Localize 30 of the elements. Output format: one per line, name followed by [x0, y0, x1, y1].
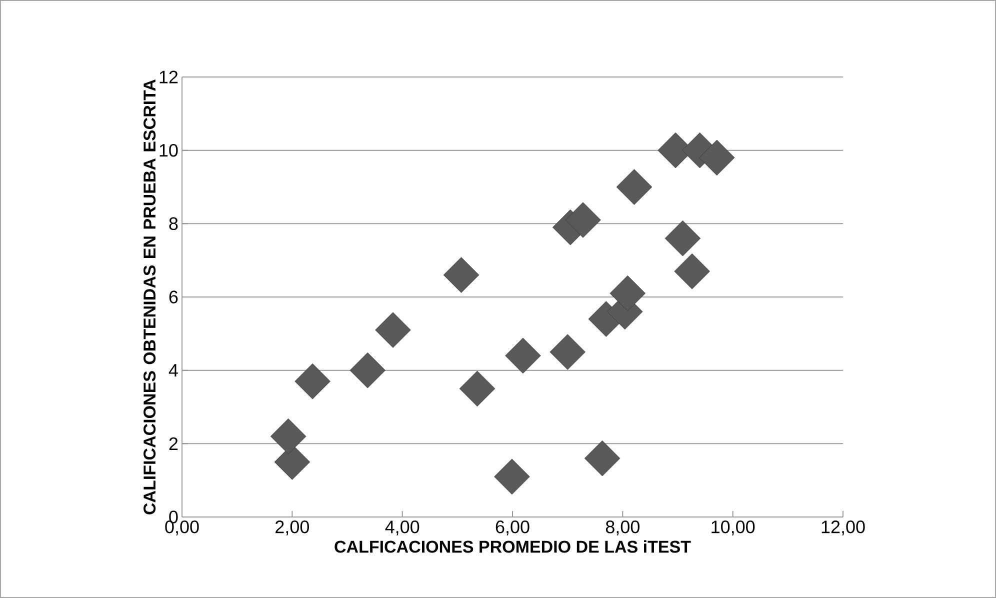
- x-tick-label: 12,00: [822, 520, 865, 536]
- point: [674, 253, 710, 290]
- point: [584, 440, 620, 476]
- y-axis-title: CALIFICACIONES OBTENIDAS EN PRUEBA ESCRITA: [144, 79, 156, 514]
- point: [294, 363, 330, 400]
- x-tick-label: 8,00: [606, 520, 640, 536]
- y-tick-label: 12: [160, 70, 178, 84]
- point: [505, 338, 541, 374]
- point: [350, 352, 386, 388]
- y-tick-label: 4: [168, 364, 178, 377]
- y-tick-label: 2: [169, 437, 178, 450]
- x-tick-label: 6,00: [496, 520, 530, 536]
- y-tick-label: 6: [169, 290, 178, 304]
- x-tick-label: 10,00: [712, 520, 755, 536]
- point: [565, 202, 601, 238]
- x-tick-label: 2,00: [276, 520, 309, 536]
- point: [459, 370, 496, 407]
- y-tick-label: 8: [169, 217, 178, 230]
- point: [443, 257, 480, 293]
- point: [616, 169, 652, 205]
- point: [698, 140, 735, 176]
- point: [610, 275, 646, 312]
- point: [664, 220, 701, 256]
- x-tick-label: 4,00: [385, 520, 420, 536]
- y-tick-label: 10: [160, 144, 178, 157]
- point: [550, 334, 586, 370]
- x-axis-title: CALFICACIONES PROMEDIO DE LAS iTEST: [334, 540, 691, 553]
- point: [375, 312, 411, 348]
- point: [494, 458, 530, 495]
- point: [270, 418, 306, 454]
